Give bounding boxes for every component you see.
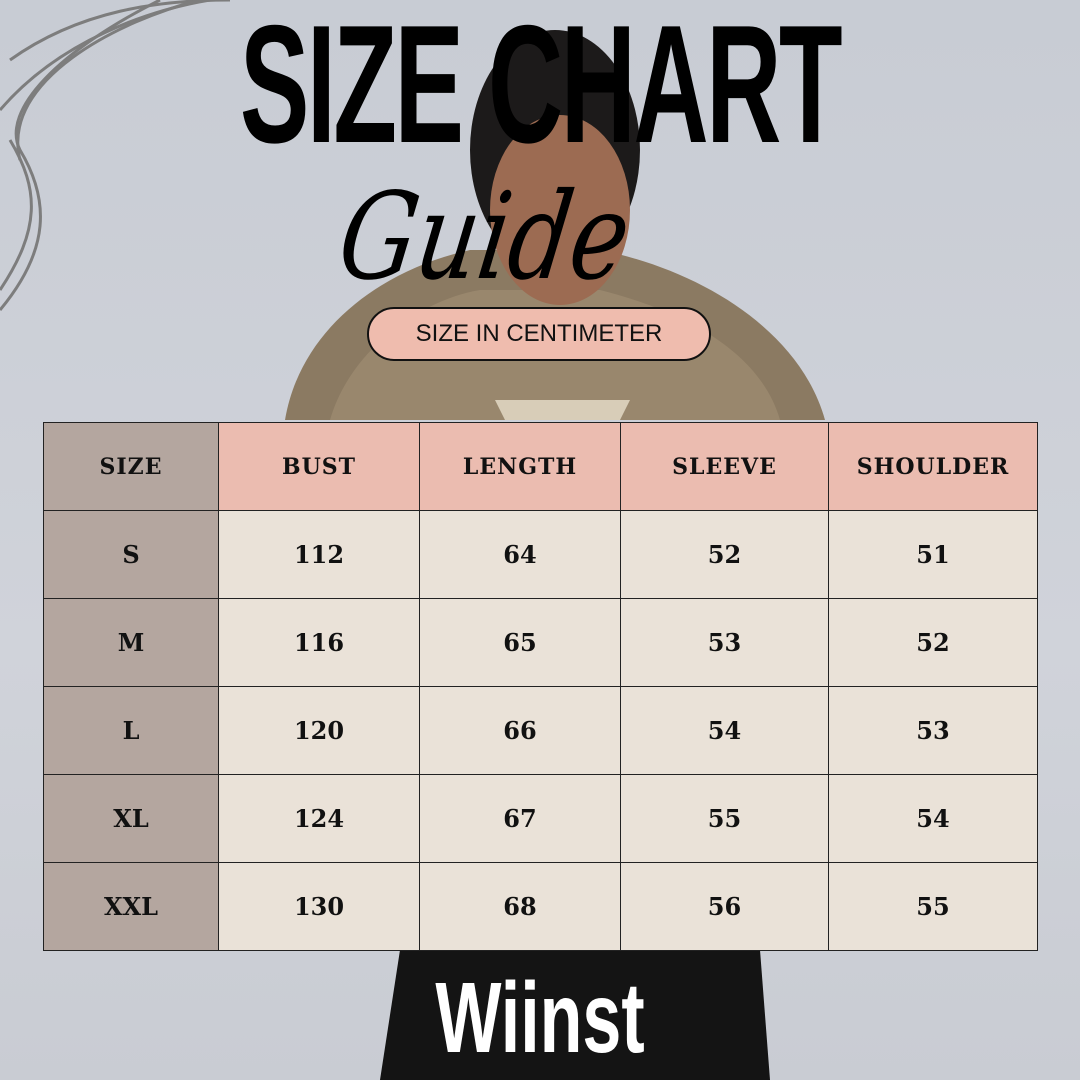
decorative-swirl-lines bbox=[0, 0, 231, 311]
size-cell: M bbox=[43, 598, 219, 687]
measurement-cell: 67 bbox=[419, 774, 621, 863]
page-subtitle: Guide bbox=[330, 168, 639, 307]
page-title: SIZE CHART bbox=[239, 0, 843, 178]
unit-label-badge: SIZE IN CENTIMETER bbox=[367, 307, 711, 361]
measurement-cell: 53 bbox=[828, 686, 1038, 775]
table-row: S 112 64 52 51 bbox=[43, 510, 1038, 599]
column-header-bust: BUST bbox=[218, 422, 420, 511]
measurement-cell: 55 bbox=[620, 774, 829, 863]
column-header-size: SIZE bbox=[43, 422, 219, 511]
measurement-cell: 55 bbox=[828, 862, 1038, 951]
measurement-cell: 116 bbox=[218, 598, 420, 687]
measurement-cell: 64 bbox=[419, 510, 621, 599]
measurement-cell: 124 bbox=[218, 774, 420, 863]
measurement-cell: 112 bbox=[218, 510, 420, 599]
size-cell: L bbox=[43, 686, 219, 775]
column-header-shoulder: SHOULDER bbox=[828, 422, 1038, 511]
size-chart-table: SIZE BUST LENGTH SLEEVE SHOULDER S 112 64 5… bbox=[43, 422, 1038, 951]
table-header-row: SIZE BUST LENGTH SLEEVE SHOULDER bbox=[43, 422, 1038, 511]
measurement-cell: 130 bbox=[218, 862, 420, 951]
measurement-cell: 52 bbox=[828, 598, 1038, 687]
size-cell: XL bbox=[43, 774, 219, 863]
measurement-cell: 120 bbox=[218, 686, 420, 775]
table-row: XL 124 67 55 54 bbox=[43, 774, 1038, 863]
measurement-cell: 65 bbox=[419, 598, 621, 687]
measurement-cell: 56 bbox=[620, 862, 829, 951]
measurement-cell: 51 bbox=[828, 510, 1038, 599]
measurement-cell: 54 bbox=[828, 774, 1038, 863]
table-row: L 120 66 54 53 bbox=[43, 686, 1038, 775]
column-header-sleeve: SLEEVE bbox=[620, 422, 829, 511]
size-cell: S bbox=[43, 510, 219, 599]
measurement-cell: 53 bbox=[620, 598, 829, 687]
column-header-length: LENGTH bbox=[419, 422, 621, 511]
brand-name: Wiinst bbox=[435, 962, 645, 1074]
size-cell: XXL bbox=[43, 862, 219, 951]
measurement-cell: 54 bbox=[620, 686, 829, 775]
table-row: M 116 65 53 52 bbox=[43, 598, 1038, 687]
measurement-cell: 68 bbox=[419, 862, 621, 951]
measurement-cell: 66 bbox=[419, 686, 621, 775]
table-row: XXL 130 68 56 55 bbox=[43, 862, 1038, 951]
measurement-cell: 52 bbox=[620, 510, 829, 599]
